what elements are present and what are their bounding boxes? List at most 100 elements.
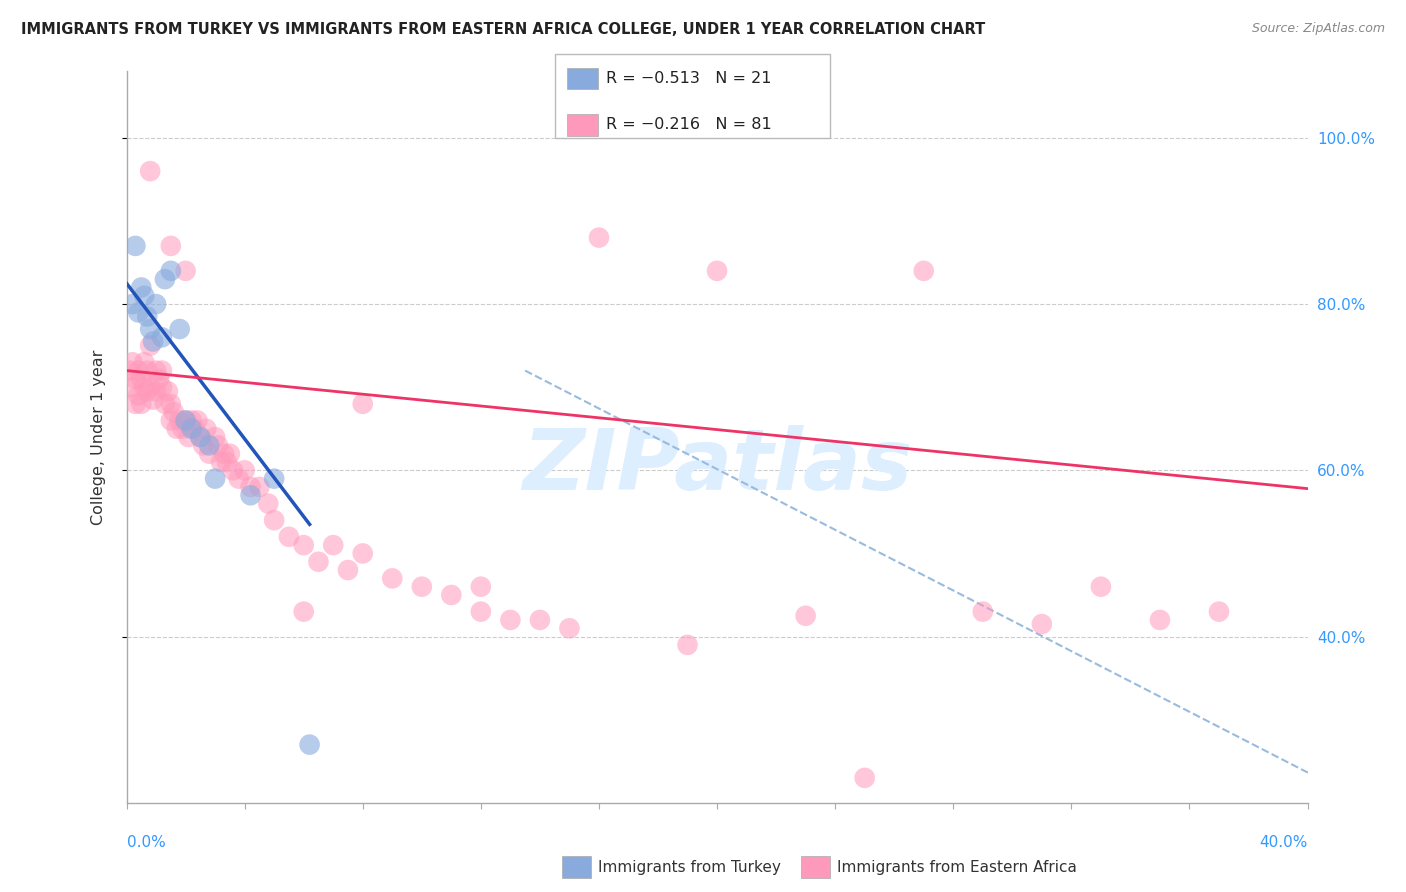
Point	[263, 513, 285, 527]
Point	[127, 305, 149, 319]
Point	[145, 297, 167, 311]
Text: R = −0.513   N = 21: R = −0.513 N = 21	[606, 71, 772, 86]
Point	[1090, 580, 1112, 594]
Point	[307, 555, 329, 569]
Point	[145, 384, 167, 399]
Point	[676, 638, 699, 652]
Point	[440, 588, 463, 602]
Point	[180, 413, 202, 427]
Point	[180, 422, 202, 436]
Text: ZIPatlas: ZIPatlas	[522, 425, 912, 508]
Point	[233, 463, 256, 477]
Point	[156, 384, 179, 399]
Point	[134, 355, 156, 369]
Point	[134, 380, 156, 394]
Point	[1208, 605, 1230, 619]
Point	[853, 771, 876, 785]
Point	[1149, 613, 1171, 627]
Point	[124, 397, 146, 411]
Y-axis label: College, Under 1 year: College, Under 1 year	[91, 350, 105, 524]
Point	[263, 472, 285, 486]
Point	[136, 310, 159, 324]
Point	[159, 239, 183, 253]
Point	[145, 363, 167, 377]
Point	[222, 463, 245, 477]
Point	[142, 334, 165, 349]
Point	[337, 563, 360, 577]
Point	[352, 546, 374, 560]
Point	[121, 297, 143, 311]
Point	[129, 372, 153, 386]
Point	[198, 438, 221, 452]
Point	[127, 388, 149, 402]
Point	[148, 372, 170, 386]
Point	[239, 480, 262, 494]
Point	[153, 272, 176, 286]
Point	[174, 264, 197, 278]
Point	[257, 497, 280, 511]
Point	[381, 571, 404, 585]
Point	[588, 230, 610, 244]
Point	[136, 384, 159, 399]
Point	[127, 363, 149, 377]
Point	[794, 608, 817, 623]
Text: IMMIGRANTS FROM TURKEY VS IMMIGRANTS FROM EASTERN AFRICA COLLEGE, UNDER 1 YEAR C: IMMIGRANTS FROM TURKEY VS IMMIGRANTS FRO…	[21, 22, 986, 37]
Point	[193, 438, 215, 452]
Point	[134, 289, 156, 303]
Point	[136, 363, 159, 377]
Point	[207, 438, 229, 452]
Point	[209, 455, 232, 469]
Text: Source: ZipAtlas.com: Source: ZipAtlas.com	[1251, 22, 1385, 36]
Point	[139, 380, 162, 394]
Point	[972, 605, 994, 619]
Point	[198, 447, 221, 461]
Point	[558, 621, 581, 635]
Point	[172, 422, 194, 436]
Point	[159, 264, 183, 278]
Point	[139, 164, 162, 178]
Point	[150, 330, 173, 344]
Point	[195, 422, 218, 436]
Point	[118, 363, 141, 377]
Point	[124, 239, 146, 253]
Point	[121, 380, 143, 394]
Point	[166, 422, 188, 436]
Point	[215, 455, 238, 469]
Point	[177, 430, 200, 444]
Point	[470, 605, 492, 619]
Point	[247, 480, 270, 494]
Point	[298, 738, 321, 752]
Point	[1031, 617, 1053, 632]
Point	[159, 413, 183, 427]
Point	[186, 413, 208, 427]
Point	[204, 472, 226, 486]
Point	[153, 397, 176, 411]
Point	[142, 392, 165, 407]
Text: R = −0.216   N = 81: R = −0.216 N = 81	[606, 118, 772, 132]
Point	[278, 530, 301, 544]
Point	[706, 264, 728, 278]
Point	[212, 447, 235, 461]
Point	[352, 397, 374, 411]
Point	[169, 322, 191, 336]
Point	[912, 264, 935, 278]
Point	[183, 422, 205, 436]
Point	[499, 613, 522, 627]
Point	[121, 355, 143, 369]
Point	[139, 322, 162, 336]
Point	[150, 363, 173, 377]
Point	[150, 380, 173, 394]
Text: Immigrants from Eastern Africa: Immigrants from Eastern Africa	[837, 860, 1077, 874]
Point	[163, 405, 186, 419]
Point	[239, 488, 262, 502]
Text: 0.0%: 0.0%	[127, 836, 166, 850]
Point	[188, 430, 211, 444]
Point	[188, 430, 211, 444]
Point	[228, 472, 250, 486]
Point	[470, 580, 492, 594]
Point	[292, 605, 315, 619]
Point	[169, 413, 191, 427]
Point	[411, 580, 433, 594]
Point	[174, 413, 197, 427]
Point	[204, 430, 226, 444]
